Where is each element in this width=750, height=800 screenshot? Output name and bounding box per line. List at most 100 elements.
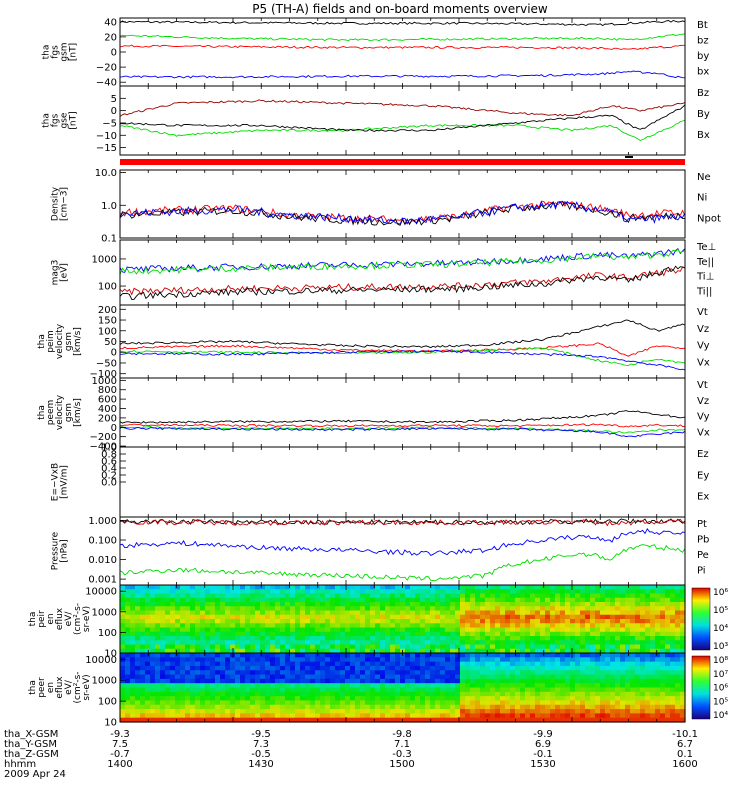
spectrogram-cell — [405, 602, 411, 607]
spectrogram-cell — [220, 589, 226, 595]
colorbar-label: 10⁷ — [713, 670, 728, 680]
spectrogram-cell — [625, 653, 631, 658]
spectrogram-cell — [210, 713, 216, 719]
spectrogram-cell — [130, 657, 136, 663]
spectrogram-cell — [355, 631, 361, 637]
spectrogram-cell — [235, 648, 241, 654]
spectrogram-cell — [255, 627, 261, 633]
spectrogram-cell — [675, 674, 681, 680]
spectrogram-cell — [315, 606, 321, 612]
spectrogram-cell — [655, 717, 661, 723]
spectrogram-cell — [405, 700, 411, 706]
spectrogram-cell — [670, 610, 676, 616]
spectrogram-cell — [395, 661, 401, 667]
spectrogram-cell — [555, 674, 561, 680]
spectrogram-cell — [185, 631, 191, 637]
spectrogram-cell — [320, 678, 326, 684]
spectrogram-cell — [195, 661, 201, 667]
spectrogram-cell — [550, 661, 556, 667]
spectrogram-cell — [485, 709, 491, 714]
spectrogram-cell — [660, 631, 666, 637]
spectrogram-cell — [330, 593, 336, 599]
spectrogram-cell — [200, 683, 206, 689]
spectrogram-cell — [385, 674, 391, 680]
spectrogram-cell — [465, 623, 471, 629]
spectrogram-cell — [605, 627, 611, 633]
spectrogram-cell — [610, 589, 616, 595]
spectrogram-cell — [665, 665, 671, 671]
spectrogram-cell — [605, 636, 611, 641]
spectrogram-cell — [420, 704, 426, 710]
spectrogram-cell — [535, 700, 541, 706]
spectrogram-cell — [610, 678, 616, 684]
spectrogram-cell — [660, 606, 666, 612]
spectrogram-cell — [375, 589, 381, 595]
spectrogram-cell — [650, 683, 656, 689]
spectrogram-cell — [370, 674, 376, 680]
spectrogram-cell — [520, 674, 526, 680]
spectrogram-cell — [640, 691, 646, 697]
spectrogram-cell — [245, 606, 251, 612]
spectrogram-cell — [340, 606, 346, 612]
spectrogram-cell — [455, 661, 461, 667]
spectrogram-cell — [195, 713, 201, 719]
spectrogram-cell — [540, 661, 546, 667]
spectrogram-cell — [545, 648, 551, 654]
spectrogram-cell — [625, 597, 631, 603]
spectrogram-cell — [505, 661, 511, 667]
spectrogram-cell — [650, 665, 656, 671]
spectrogram-cell — [345, 670, 351, 676]
spectrogram-cell — [325, 644, 331, 650]
spectrogram-cell — [135, 713, 141, 719]
spectrogram-cell — [620, 644, 626, 650]
spectrogram-cell — [485, 619, 491, 624]
spectrogram-cell — [145, 717, 151, 723]
spectrogram-cell — [655, 636, 661, 641]
spectrogram-cell — [225, 661, 231, 667]
spectrogram-cell — [295, 619, 301, 624]
spectrogram-cell — [260, 610, 266, 616]
spectrogram-cell — [135, 653, 141, 658]
spectrogram-cell — [670, 696, 676, 702]
spectrogram-cell — [555, 678, 561, 684]
spectrogram-cell — [295, 661, 301, 667]
spectrogram-cell — [180, 683, 186, 689]
spectrogram-cell — [195, 665, 201, 671]
spectrogram-cell — [580, 687, 586, 693]
spectrogram-cell — [660, 602, 666, 607]
spectrogram-cell — [125, 704, 131, 710]
spectrogram-cell — [495, 674, 501, 680]
y-tick-label: 0 — [111, 348, 117, 359]
spectrogram-cell — [280, 644, 286, 650]
spectrogram-cell — [520, 691, 526, 697]
spectrogram-cell — [285, 614, 291, 620]
spectrogram-cell — [175, 670, 181, 676]
footer-row-label: tha_Z-GSM — [4, 749, 59, 760]
spectrogram-cell — [250, 665, 256, 671]
spectrogram-cell — [205, 709, 211, 714]
spectrogram-cell — [385, 661, 391, 667]
spectrogram-cell — [240, 665, 246, 671]
spectrogram-cell — [270, 619, 276, 624]
spectrogram-cell — [200, 665, 206, 671]
spectrogram-cell — [460, 631, 466, 637]
spectrogram-cell — [585, 602, 591, 607]
spectrogram-cell — [120, 665, 126, 671]
series-line-1 — [119, 44, 685, 50]
spectrogram-cell — [670, 631, 676, 637]
spectrogram-cell — [250, 589, 256, 595]
spectrogram-cell — [365, 717, 371, 723]
spectrogram-cell — [605, 661, 611, 667]
spectrogram-cell — [435, 653, 441, 658]
spectrogram-cell — [670, 661, 676, 667]
spectrogram-cell — [565, 704, 571, 710]
spectrogram-cell — [135, 644, 141, 650]
spectrogram-cell — [475, 623, 481, 629]
spectrogram-cell — [175, 661, 181, 667]
spectrogram-cell — [605, 678, 611, 684]
spectrogram-cell — [370, 597, 376, 603]
spectrogram-cell — [360, 636, 366, 641]
spectrogram-cell — [230, 602, 236, 607]
spectrogram-cell — [600, 644, 606, 650]
panel-frame — [119, 304, 686, 379]
